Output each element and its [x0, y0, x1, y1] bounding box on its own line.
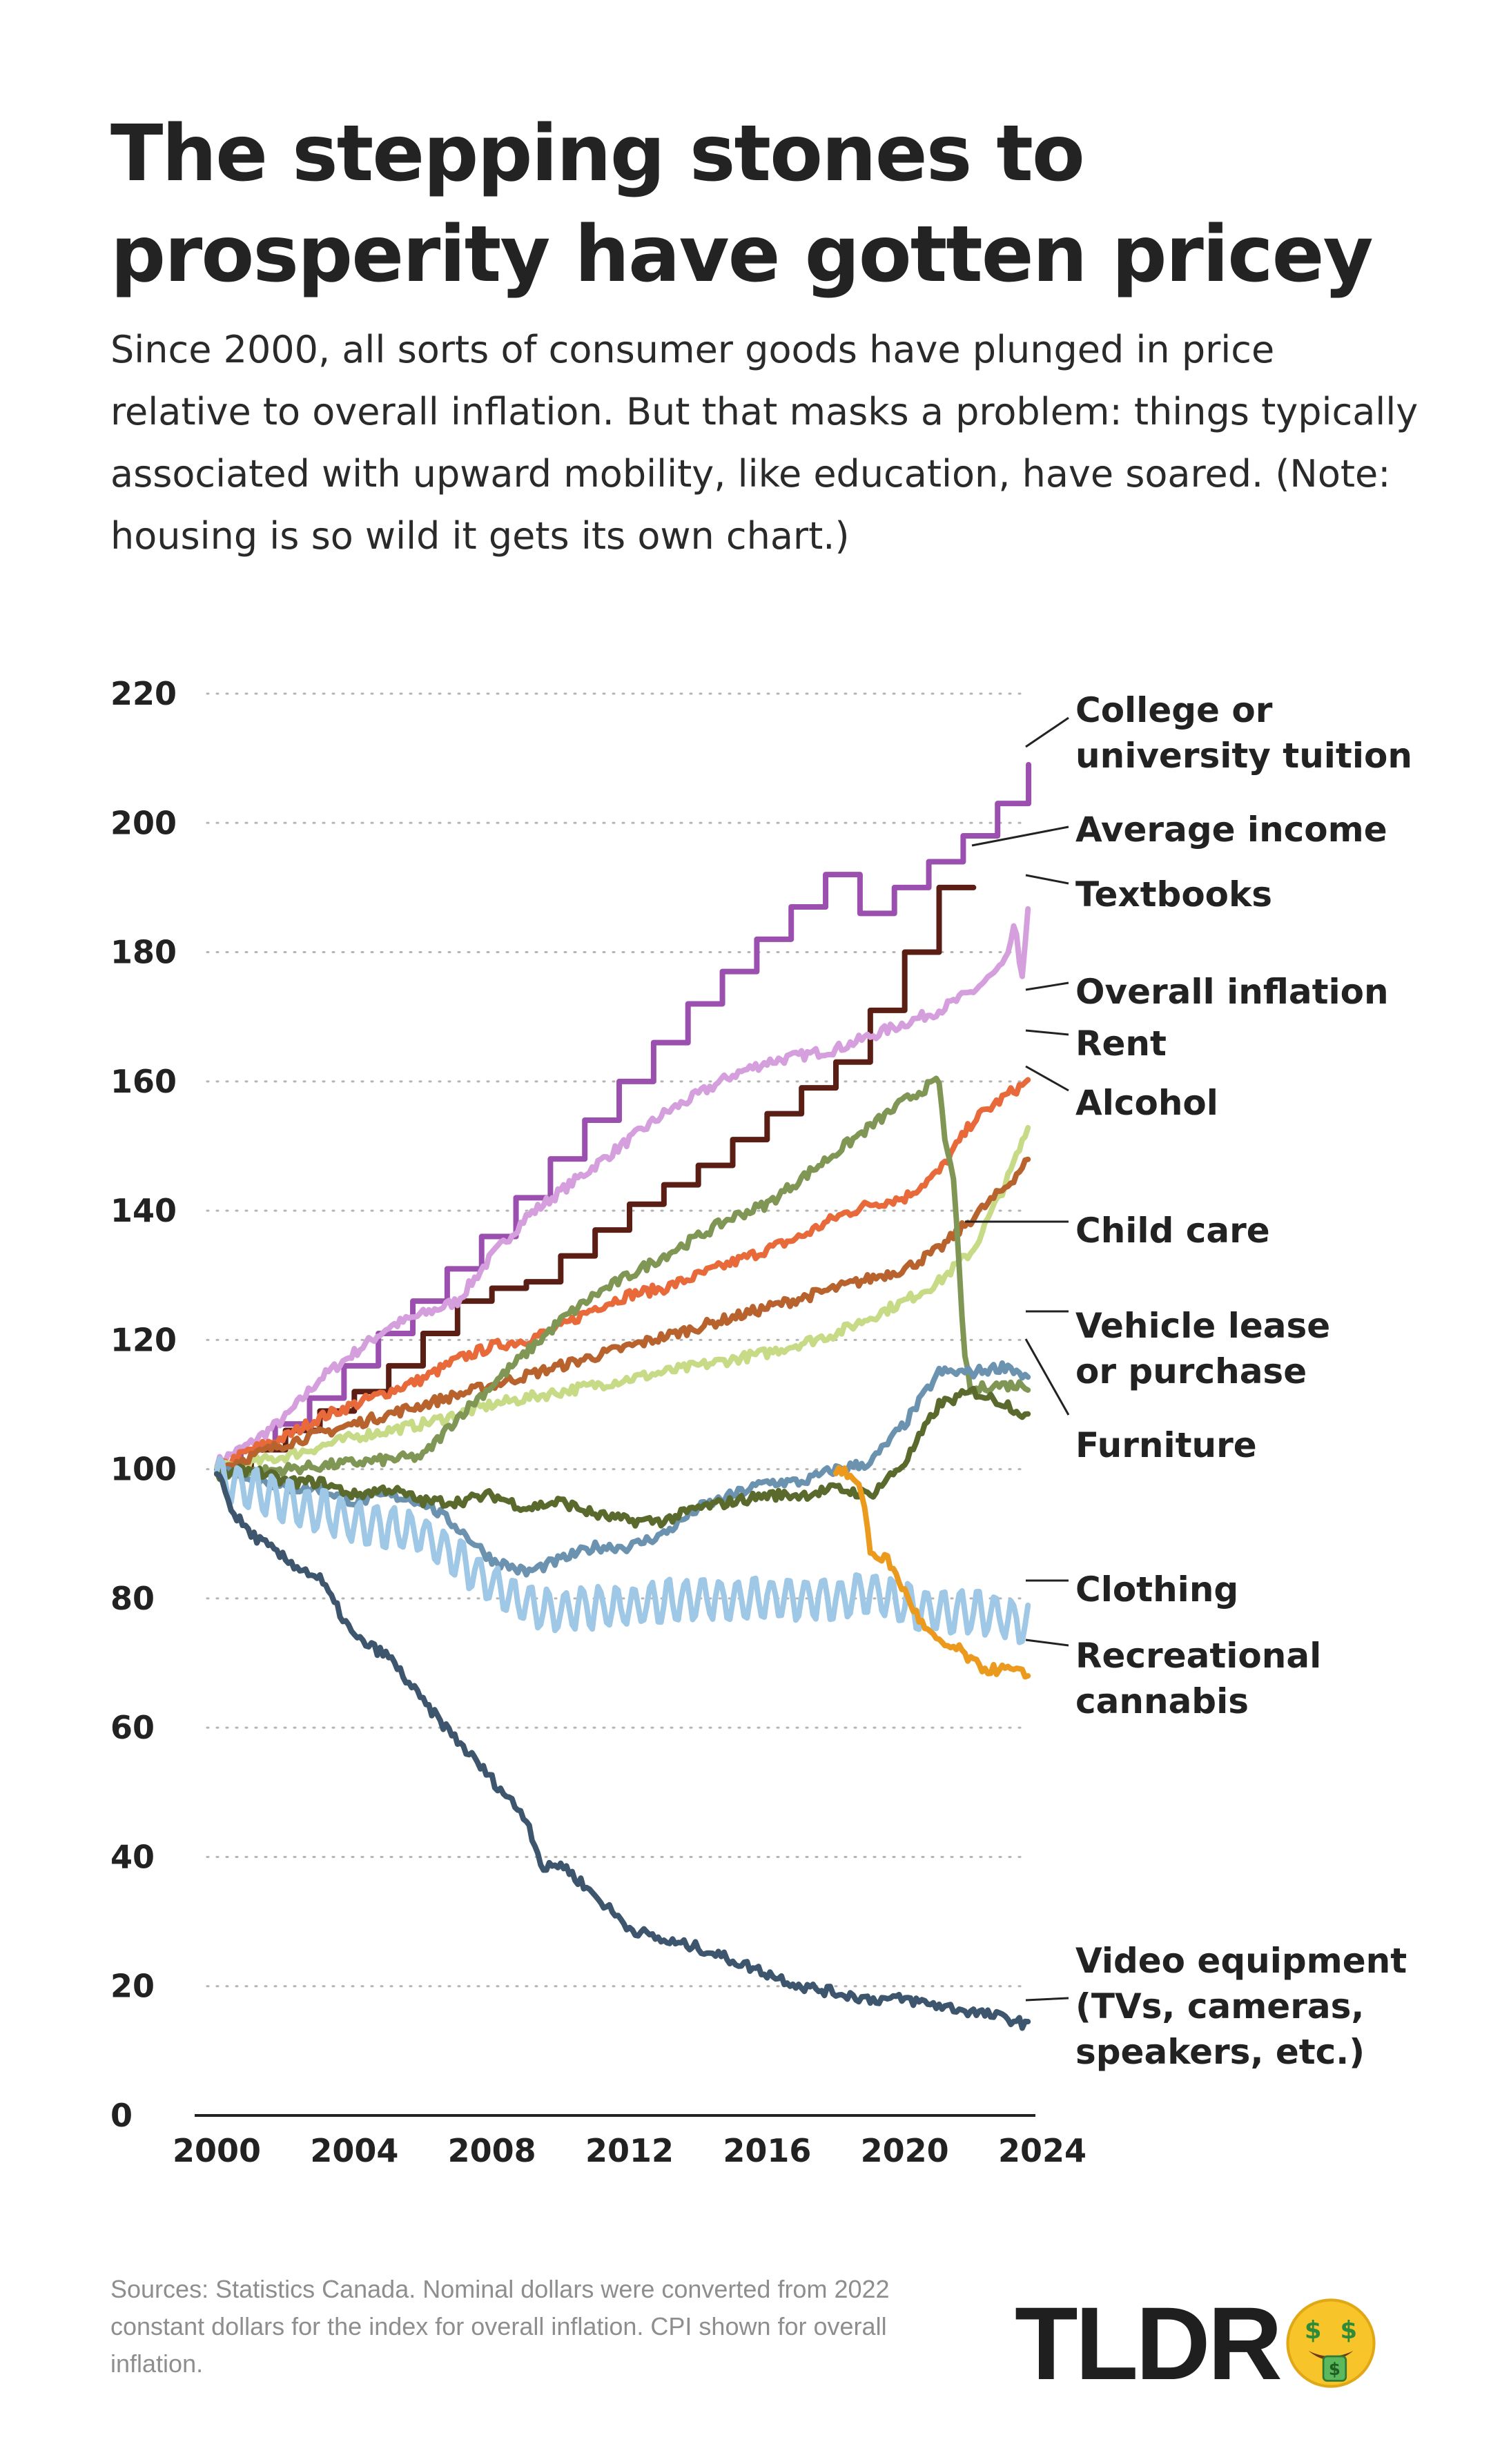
- tldr-logo: TLDR $ $ $: [1015, 2291, 1378, 2395]
- y-tick-label: 40: [110, 1838, 155, 1875]
- label-leader: [1025, 874, 1069, 885]
- series-label: Child care: [1075, 1211, 1270, 1251]
- label-leader: [1024, 1338, 1070, 1416]
- series-label: Rent: [1075, 1024, 1167, 1064]
- grid-lines: [206, 692, 1030, 1988]
- series-line-college-or-university-tuition: [214, 762, 1032, 1472]
- svg-text:$: $: [1340, 2316, 1357, 2345]
- y-tick-label: 80: [110, 1580, 155, 1617]
- label-leader: [1025, 1997, 1069, 2002]
- label-leader: [1025, 1065, 1069, 1092]
- series-label-line: Clothing: [1075, 1570, 1238, 1610]
- series-label: Vehicle lease or purchase: [1075, 1306, 1330, 1391]
- series-line-clothing: [214, 1456, 1031, 1645]
- series-label-line: Vehicle lease: [1075, 1306, 1330, 1346]
- series-label-line: Average income: [1075, 810, 1387, 850]
- series-label: Furniture: [1075, 1425, 1257, 1465]
- x-tick-label: 2016: [723, 2132, 811, 2169]
- chart-subtitle: Since 2000, all sorts of consumer goods …: [110, 328, 1419, 558]
- y-tick-label: 180: [110, 934, 177, 971]
- svg-text:$: $: [1329, 2359, 1341, 2379]
- logo-text: TLDR: [1015, 2285, 1283, 2401]
- series-label-line: Alcohol: [1075, 1083, 1218, 1123]
- series-label: Video equipment (TVs, cameras, speakers, e…: [1075, 1941, 1407, 2072]
- x-tick-label: 2020: [861, 2132, 949, 2169]
- series-lines: [214, 762, 1032, 2031]
- series-line-video-equipment-tvs-cameras-speakers-etc: [214, 1471, 1031, 2031]
- y-tick-label: 140: [110, 1192, 177, 1229]
- series-label-line: cannabis: [1075, 1681, 1249, 1721]
- series-label: Overall inflation: [1075, 972, 1389, 1012]
- sources-note: Sources: Statistics Canada. Nominal doll…: [110, 2275, 890, 2378]
- chart-title: The stepping stones to prosperity have g…: [110, 109, 1374, 300]
- series-label: Recreational cannabis: [1075, 1636, 1321, 1721]
- series-label-line: Textbooks: [1075, 874, 1272, 915]
- series-line-vehicle-lease-or-purchase: [214, 1360, 1031, 1578]
- y-tick-label: 120: [110, 1321, 177, 1358]
- y-tick-label: 100: [110, 1451, 177, 1488]
- series-label-line: or purchase: [1075, 1351, 1307, 1391]
- label-leader: [1025, 1639, 1069, 1647]
- svg-text:$: $: [1305, 2316, 1322, 2345]
- series-label: Average income: [1075, 810, 1387, 850]
- series-line-rent: [214, 1124, 1031, 1476]
- label-leader: [1025, 1029, 1069, 1036]
- label-leader: [971, 825, 1069, 847]
- series-label-line: Rent: [1075, 1024, 1167, 1064]
- series-line-textbooks: [214, 906, 1031, 1471]
- x-tick-label: 2008: [448, 2132, 536, 2169]
- series-label: Alcohol: [1075, 1083, 1218, 1123]
- series-label: Textbooks: [1075, 874, 1272, 915]
- series-label-line: Furniture: [1075, 1425, 1257, 1465]
- x-axis: 2000 2004 2008 2012 2016 2020 2024: [173, 2114, 1086, 2169]
- x-tick-label: 2024: [998, 2132, 1086, 2169]
- series-label-line: Overall inflation: [1075, 972, 1389, 1012]
- money-mouth-face-icon: $ $ $: [1286, 2298, 1376, 2388]
- series-label-line: Recreational: [1075, 1636, 1321, 1676]
- series-label-line: university tuition: [1075, 736, 1412, 776]
- series-label-line: College or: [1075, 690, 1273, 730]
- y-tick-label: 200: [110, 804, 177, 841]
- x-tick-label: 2000: [173, 2132, 261, 2169]
- series-label-line: (TVs, cameras,: [1075, 1986, 1364, 2026]
- series-label: College or university tuition: [1075, 690, 1412, 776]
- series-line-alcohol: [214, 1156, 1031, 1477]
- y-tick-label: 60: [110, 1709, 155, 1746]
- y-tick-label: 20: [110, 1968, 155, 2005]
- series-line-furniture: [214, 1385, 1031, 1529]
- label-leader-lines: [965, 716, 1070, 2002]
- series-labels: College or university tuition Average inco…: [1075, 690, 1412, 2072]
- series-label: Clothing: [1075, 1570, 1238, 1610]
- series-line-child-care: [214, 1075, 1031, 1483]
- y-tick-label: 0: [110, 2097, 133, 2134]
- x-tick-label: 2004: [310, 2132, 398, 2169]
- series-line-overall-inflation: [214, 1077, 1031, 1470]
- series-label-line: Child care: [1075, 1211, 1270, 1251]
- series-line-recreational-cannabis: [833, 1465, 1031, 1680]
- y-tick-label: 220: [110, 675, 177, 712]
- y-axis: 0 20 40 60 80 100 120 140 160 180 200 220: [110, 675, 177, 2134]
- label-leader: [1025, 981, 1069, 991]
- series-label-line: speakers, etc.): [1075, 2032, 1365, 2072]
- label-leader: [1025, 716, 1069, 748]
- y-tick-label: 160: [110, 1063, 177, 1100]
- series-label-line: Video equipment: [1075, 1941, 1407, 1981]
- x-tick-label: 2012: [585, 2132, 674, 2169]
